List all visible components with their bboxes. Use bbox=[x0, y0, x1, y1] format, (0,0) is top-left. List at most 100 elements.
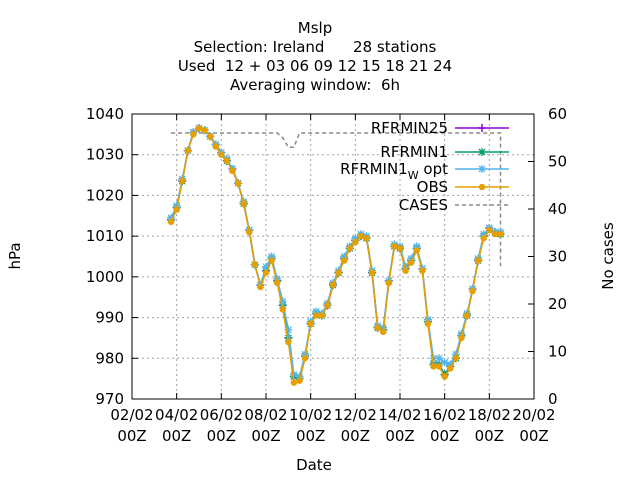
point-marker bbox=[201, 127, 208, 134]
point-marker bbox=[447, 365, 454, 372]
data-point bbox=[246, 228, 253, 236]
title-line-4: Averaging window: 6h bbox=[230, 76, 400, 94]
point-marker bbox=[435, 363, 443, 370]
data-point bbox=[352, 239, 359, 246]
data-point bbox=[285, 338, 292, 346]
legend-label: CASES bbox=[399, 196, 448, 214]
data-point bbox=[301, 355, 309, 362]
data-point bbox=[407, 259, 415, 266]
data-point bbox=[441, 373, 448, 380]
data-point bbox=[478, 183, 486, 191]
point-marker bbox=[179, 177, 186, 185]
data-point bbox=[324, 302, 331, 309]
data-point bbox=[172, 201, 181, 210]
legend-item: RFRMIN25 bbox=[371, 119, 509, 137]
series-layer bbox=[167, 124, 505, 386]
data-point bbox=[262, 262, 270, 271]
series-line bbox=[170, 127, 501, 378]
point-marker bbox=[480, 234, 487, 242]
data-point bbox=[212, 143, 219, 150]
point-marker bbox=[273, 274, 282, 283]
data-point bbox=[407, 254, 416, 263]
data-point bbox=[430, 363, 437, 370]
point-marker bbox=[212, 143, 219, 150]
data-point bbox=[262, 269, 270, 276]
data-point bbox=[457, 329, 466, 338]
point-marker bbox=[374, 324, 381, 331]
legend-label: RFRMIN25 bbox=[371, 119, 448, 137]
data-point bbox=[480, 234, 487, 242]
data-point bbox=[497, 230, 504, 238]
x-tick-label-time: 00Z bbox=[519, 427, 548, 445]
data-point bbox=[385, 279, 393, 287]
point-marker bbox=[340, 252, 349, 261]
data-point bbox=[435, 363, 443, 370]
y-axis: 970 980 990 1000 1010 1020 1030 1040 bbox=[86, 105, 138, 408]
point-marker bbox=[257, 283, 264, 291]
point-marker bbox=[190, 131, 197, 138]
point-marker bbox=[407, 259, 415, 266]
data-point bbox=[329, 281, 337, 289]
legend-item: RFRMIN1 bbox=[380, 143, 509, 161]
point-marker bbox=[340, 257, 348, 264]
point-marker bbox=[469, 287, 476, 295]
data-point bbox=[446, 360, 455, 369]
point-marker bbox=[273, 279, 281, 287]
data-point bbox=[167, 213, 176, 222]
point-marker bbox=[284, 325, 293, 334]
data-point bbox=[458, 334, 465, 342]
data-point bbox=[273, 274, 282, 283]
x-tick-label: 10/02 bbox=[289, 406, 332, 424]
data-point bbox=[251, 261, 259, 268]
y2-tick-label: 40 bbox=[548, 200, 567, 218]
y-tick-label: 1040 bbox=[86, 105, 124, 123]
data-point bbox=[474, 257, 482, 264]
data-point bbox=[440, 358, 449, 367]
point-marker bbox=[206, 133, 214, 140]
x-tick-label: 12/02 bbox=[334, 406, 377, 424]
data-point bbox=[478, 124, 486, 132]
series-3 bbox=[167, 124, 505, 381]
point-marker bbox=[289, 370, 298, 379]
data-point bbox=[201, 127, 208, 134]
data-point bbox=[368, 269, 376, 276]
data-point bbox=[351, 234, 360, 243]
x-tick-label-time: 00Z bbox=[296, 427, 325, 445]
point-marker bbox=[435, 354, 444, 363]
data-point bbox=[486, 226, 493, 234]
series-line bbox=[170, 127, 501, 380]
point-marker bbox=[262, 262, 270, 271]
x-tick-label-time: 00Z bbox=[251, 427, 280, 445]
point-marker bbox=[267, 252, 276, 261]
point-marker bbox=[218, 151, 225, 158]
series-line bbox=[170, 127, 501, 384]
point-marker bbox=[262, 269, 270, 276]
x-tick-label-time: 00Z bbox=[117, 427, 146, 445]
point-marker bbox=[346, 245, 353, 252]
data-point bbox=[374, 324, 381, 331]
point-marker bbox=[391, 243, 398, 250]
point-marker bbox=[357, 232, 365, 240]
data-point bbox=[273, 279, 281, 287]
point-marker bbox=[363, 234, 370, 242]
data-point bbox=[278, 297, 287, 306]
data-point bbox=[318, 312, 326, 319]
data-point bbox=[295, 372, 304, 381]
data-point bbox=[179, 177, 186, 185]
data-point bbox=[340, 252, 349, 261]
y-tick-label: 1030 bbox=[86, 146, 124, 164]
point-marker bbox=[401, 262, 410, 271]
point-marker bbox=[446, 360, 455, 369]
data-point bbox=[312, 307, 321, 316]
data-point bbox=[257, 283, 264, 291]
data-point bbox=[447, 365, 454, 372]
data-point bbox=[268, 257, 275, 264]
series-1 bbox=[167, 124, 505, 383]
y2-tick-label: 30 bbox=[548, 248, 567, 266]
cases-line bbox=[171, 132, 502, 266]
point-marker bbox=[380, 328, 387, 336]
data-point bbox=[402, 267, 409, 274]
point-marker bbox=[295, 372, 304, 381]
point-marker bbox=[234, 180, 242, 187]
data-point bbox=[195, 125, 203, 132]
